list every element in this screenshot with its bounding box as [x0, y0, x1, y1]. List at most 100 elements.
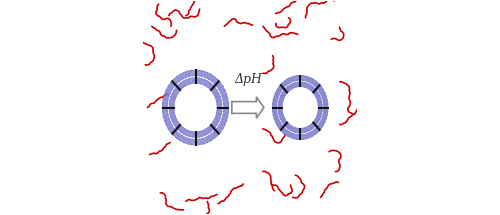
Circle shape — [180, 82, 181, 84]
Circle shape — [324, 92, 326, 93]
Circle shape — [201, 136, 202, 137]
Circle shape — [324, 122, 326, 123]
Circle shape — [304, 87, 305, 88]
Circle shape — [199, 70, 200, 71]
Circle shape — [173, 90, 174, 91]
Circle shape — [287, 128, 288, 129]
Circle shape — [281, 83, 282, 84]
Circle shape — [322, 100, 324, 101]
Circle shape — [174, 128, 175, 129]
Circle shape — [293, 127, 294, 128]
Circle shape — [227, 116, 228, 117]
Circle shape — [294, 132, 296, 133]
Circle shape — [216, 110, 218, 111]
Circle shape — [220, 122, 222, 123]
Circle shape — [220, 117, 221, 119]
Circle shape — [282, 100, 284, 101]
Circle shape — [310, 83, 312, 84]
Circle shape — [168, 118, 170, 120]
Circle shape — [174, 98, 176, 99]
Circle shape — [179, 133, 180, 134]
Circle shape — [214, 95, 216, 97]
Circle shape — [214, 127, 216, 128]
Circle shape — [279, 128, 280, 129]
Circle shape — [279, 86, 280, 87]
Circle shape — [212, 129, 214, 131]
Circle shape — [218, 121, 220, 122]
Circle shape — [284, 95, 286, 96]
Circle shape — [282, 125, 283, 126]
Circle shape — [286, 129, 288, 131]
Circle shape — [213, 121, 214, 122]
Circle shape — [216, 107, 218, 108]
Circle shape — [177, 121, 178, 122]
Circle shape — [172, 93, 173, 94]
Circle shape — [302, 132, 304, 133]
Circle shape — [272, 115, 274, 116]
Circle shape — [176, 131, 178, 132]
Circle shape — [223, 103, 224, 104]
Circle shape — [211, 91, 212, 92]
Circle shape — [300, 81, 301, 83]
Circle shape — [183, 72, 184, 73]
Circle shape — [220, 82, 221, 83]
Circle shape — [297, 82, 298, 83]
Circle shape — [206, 142, 208, 143]
Circle shape — [168, 103, 170, 104]
Polygon shape — [232, 97, 264, 118]
Circle shape — [310, 124, 311, 125]
Circle shape — [205, 85, 206, 86]
Circle shape — [302, 82, 304, 83]
Circle shape — [326, 115, 328, 116]
Circle shape — [218, 93, 220, 94]
Circle shape — [326, 99, 328, 100]
Circle shape — [210, 131, 211, 133]
Circle shape — [286, 121, 287, 122]
Circle shape — [183, 142, 184, 143]
Circle shape — [192, 138, 193, 140]
Circle shape — [223, 107, 224, 108]
Circle shape — [274, 95, 275, 97]
Circle shape — [182, 135, 183, 137]
Circle shape — [326, 118, 327, 120]
Circle shape — [179, 81, 180, 82]
Circle shape — [224, 89, 226, 91]
Circle shape — [291, 126, 292, 127]
Circle shape — [167, 103, 168, 104]
Circle shape — [198, 138, 200, 140]
Circle shape — [220, 132, 221, 133]
Circle shape — [187, 84, 188, 85]
Circle shape — [185, 77, 186, 78]
Circle shape — [276, 100, 278, 101]
Circle shape — [176, 95, 177, 97]
Circle shape — [220, 100, 222, 101]
Circle shape — [296, 139, 298, 140]
Circle shape — [214, 87, 216, 88]
Circle shape — [310, 90, 311, 91]
Circle shape — [221, 111, 222, 112]
Circle shape — [276, 125, 278, 126]
Circle shape — [284, 81, 285, 82]
Circle shape — [173, 107, 174, 108]
Circle shape — [202, 138, 203, 139]
Circle shape — [312, 78, 314, 80]
Circle shape — [164, 120, 166, 121]
Circle shape — [275, 122, 276, 123]
Circle shape — [304, 127, 305, 128]
Circle shape — [216, 90, 218, 91]
Circle shape — [291, 88, 292, 89]
Circle shape — [272, 107, 273, 108]
Circle shape — [168, 95, 170, 97]
Circle shape — [310, 84, 311, 86]
Circle shape — [162, 111, 164, 113]
Circle shape — [279, 116, 280, 117]
Circle shape — [319, 123, 320, 124]
Circle shape — [316, 114, 318, 115]
Circle shape — [205, 77, 206, 78]
Circle shape — [285, 126, 286, 127]
Circle shape — [216, 124, 218, 125]
Circle shape — [162, 107, 163, 108]
Circle shape — [222, 114, 224, 116]
Circle shape — [220, 92, 222, 93]
Circle shape — [195, 131, 196, 133]
